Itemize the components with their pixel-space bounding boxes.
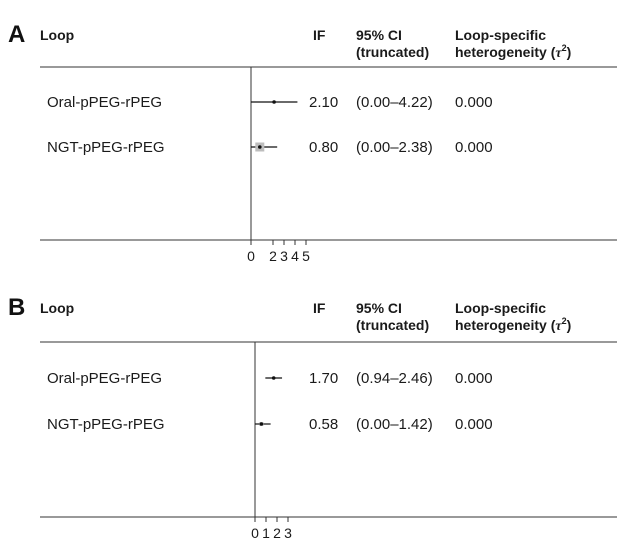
panel-a-header-ci-sub: (truncated) bbox=[356, 44, 429, 60]
panel-b-tick-label: 1 bbox=[262, 525, 270, 539]
panel-a-header-loop: Loop bbox=[40, 27, 74, 43]
panel-a-row-loop: NGT-pPEG-rPEG bbox=[47, 139, 165, 156]
panel-b-header-heterogeneity-sub: heterogeneity (τ2) bbox=[455, 316, 571, 334]
panel-a-row-ci: (0.00–2.38) bbox=[356, 139, 433, 156]
panel-b-header-ci-sub: (truncated) bbox=[356, 317, 429, 333]
panel-a-row-if: 0.80 bbox=[309, 139, 338, 156]
panel-b-row-heterogeneity: 0.000 bbox=[455, 370, 493, 387]
panel-a-tick-label: 4 bbox=[291, 248, 299, 264]
panel-b-row-ci: (0.00–1.42) bbox=[356, 416, 433, 433]
panel-a-tick-label: 5 bbox=[302, 248, 310, 264]
panel-a-letter: A bbox=[8, 21, 25, 48]
panel-b-tick-label: 2 bbox=[273, 525, 281, 539]
panel-a-point-estimate bbox=[272, 100, 276, 104]
panel-b-row-if: 0.58 bbox=[309, 416, 338, 433]
panel-a-row-ci: (0.00–4.22) bbox=[356, 94, 433, 111]
panel-a-tick-label: 3 bbox=[280, 248, 288, 264]
panel-a-row-loop: Oral-pPEG-rPEG bbox=[47, 94, 162, 111]
panel-a: A Loop IF 95% CI (truncated) Loop-specif… bbox=[8, 21, 617, 264]
panel-b-header-loop: Loop bbox=[40, 300, 74, 316]
panel-a-point-estimate bbox=[258, 145, 262, 149]
panel-b-point-estimate bbox=[259, 422, 264, 426]
panel-b-marks bbox=[255, 376, 283, 426]
panel-a-header-ci: 95% CI bbox=[356, 27, 402, 43]
panel-a-header-heterogeneity-sub: heterogeneity (τ2) bbox=[455, 43, 571, 61]
panel-a-row-if: 2.10 bbox=[309, 94, 338, 111]
panel-a-row-heterogeneity: 0.000 bbox=[455, 139, 493, 156]
panel-b-header-if: IF bbox=[313, 300, 326, 316]
panel-b-row-loop: NGT-pPEG-rPEG bbox=[47, 416, 165, 433]
panel-b-row-heterogeneity: 0.000 bbox=[455, 416, 493, 433]
panel-b-row-ci: (0.94–2.46) bbox=[356, 370, 433, 387]
panel-a-row-heterogeneity: 0.000 bbox=[455, 94, 493, 111]
panel-b-tick-label: 3 bbox=[284, 525, 292, 539]
panel-b-point-estimate bbox=[271, 376, 276, 380]
panel-a-header-heterogeneity: Loop-specific bbox=[455, 27, 546, 43]
panel-b-header-ci: 95% CI bbox=[356, 300, 402, 316]
panel-b-row-loop: Oral-pPEG-rPEG bbox=[47, 370, 162, 387]
panel-a-header-if: IF bbox=[313, 27, 326, 43]
panel-b-letter: B bbox=[8, 294, 25, 321]
panel-b-tick-label: 0 bbox=[251, 525, 259, 539]
panel-a-marks bbox=[251, 100, 298, 152]
panel-b-row-if: 1.70 bbox=[309, 370, 338, 387]
panel-b-header-heterogeneity: Loop-specific bbox=[455, 300, 546, 316]
panel-a-tick-label: 2 bbox=[269, 248, 277, 264]
panel-b: B Loop IF 95% CI (truncated) Loop-specif… bbox=[8, 294, 617, 539]
panel-a-tick-label: 0 bbox=[247, 248, 255, 264]
